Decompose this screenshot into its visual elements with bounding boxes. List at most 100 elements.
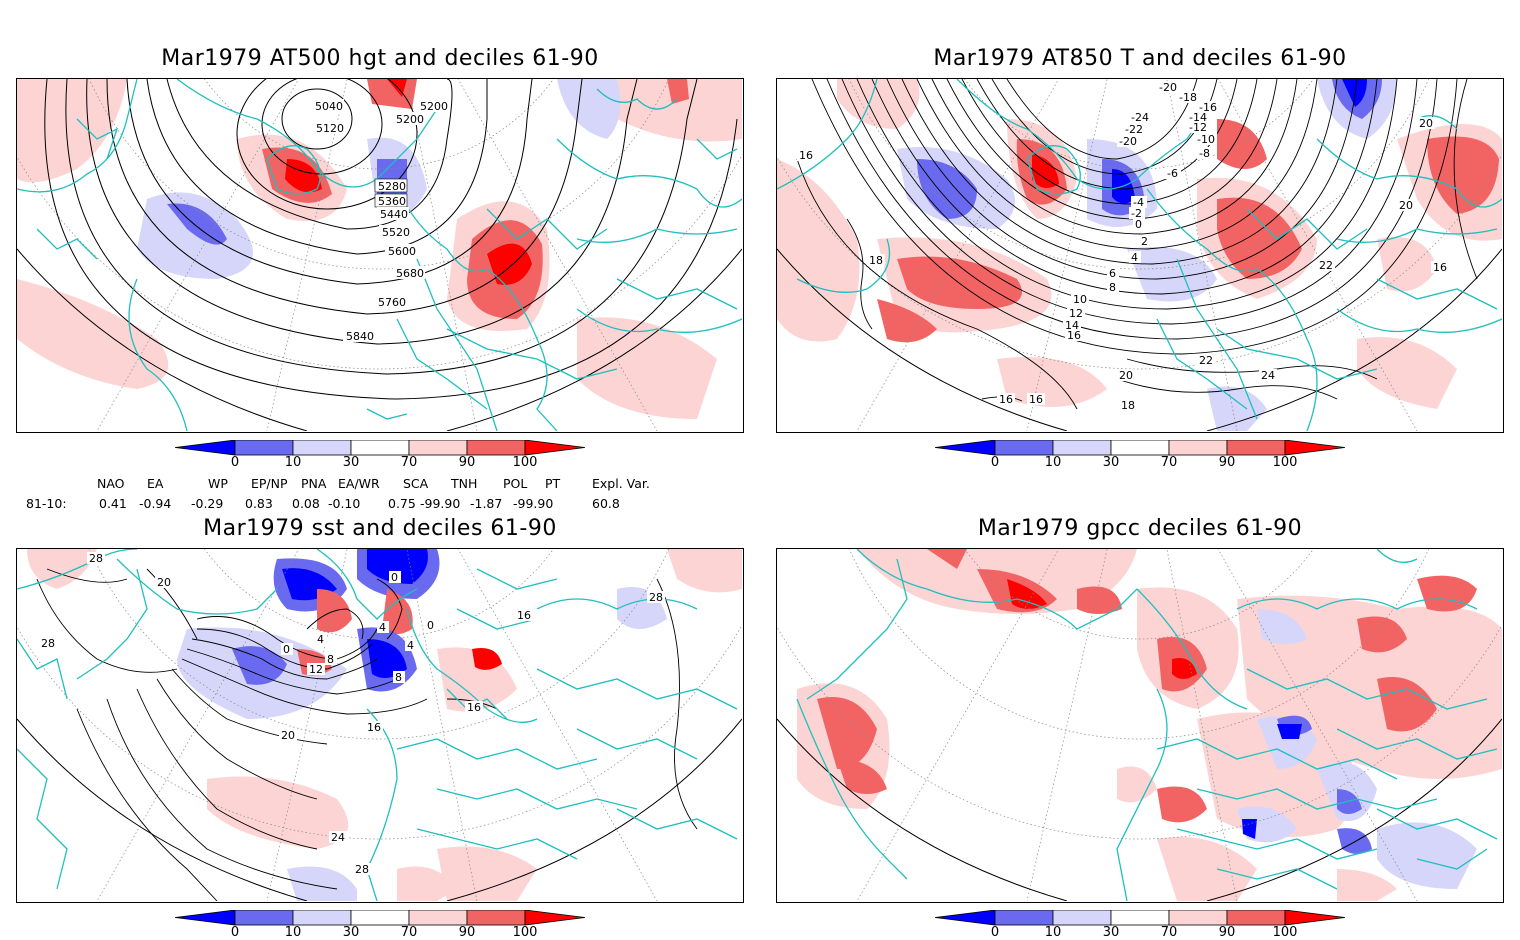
contour-label: 5040 — [315, 100, 343, 113]
contour-label: 28 — [649, 591, 663, 604]
colorbar-tick-label: 0 — [230, 455, 240, 470]
sst-contour-labels: 28 20 28 28 0 0 4 4 0 4 8 12 8 16 16 20 … — [39, 552, 665, 876]
projection-disk — [17, 79, 742, 431]
index-header: TNH — [451, 476, 478, 491]
contour-label: 20 — [1399, 199, 1413, 212]
index-header: EP/NP — [251, 476, 288, 491]
contour-label: 0 — [283, 643, 290, 656]
index-header: EA — [147, 476, 164, 491]
colorbar-segment — [234, 440, 294, 456]
contour-label: 28 — [89, 552, 103, 565]
colorbar-gpcc: 0 10 30 70 90 100 — [935, 910, 1345, 940]
colorbar-tick-label: 90 — [1218, 925, 1236, 940]
colorbar-segment — [408, 440, 468, 456]
contour-label: 4 — [317, 633, 324, 646]
contour-label: 14 — [1065, 319, 1079, 332]
colorbar-hgt500: 0 10 30 70 90 100 — [175, 440, 585, 476]
colorbar-tick-label: 100 — [1272, 925, 1298, 940]
sst-contours — [36, 568, 698, 901]
contour-label: 0 — [391, 571, 398, 584]
contour-label: 8 — [395, 671, 402, 684]
contour-label: -22 — [1125, 123, 1143, 136]
contour-label: 16 — [999, 393, 1013, 406]
contour-label: 20 — [1119, 369, 1133, 382]
contour-label: 16 — [799, 149, 813, 162]
latlon-grid — [777, 79, 1502, 431]
colorbar-segment — [1110, 440, 1170, 456]
contour-label: 18 — [1121, 399, 1135, 412]
index-value: 0.75 — [388, 496, 416, 511]
map-panel-t850[interactable]: -20 -18 -16 -24 -22 -20 -14 -12 -10 -8 -… — [776, 78, 1504, 433]
contour-label: 0 — [1135, 218, 1142, 231]
colorbar-sst: 0 10 30 70 90 100 — [175, 910, 585, 940]
colorbar-tick-label: 0 — [990, 925, 1000, 940]
colorbar-segment — [175, 440, 236, 456]
colorbar-segment — [292, 910, 352, 926]
contour-label: 5680 — [396, 267, 424, 280]
map-sst-svg: 28 20 28 28 0 0 4 4 0 4 8 12 8 16 16 20 … — [17, 549, 742, 901]
colorbar-segment — [935, 440, 996, 456]
latlon-grid — [17, 549, 742, 901]
index-header: EA/WR — [338, 476, 380, 491]
map-hgt500-svg: 5040 5120 5200 5200 5280 5360 5440 5520 … — [17, 79, 742, 431]
t850-contour-labels: -20 -18 -16 -24 -22 -20 -14 -12 -10 -8 -… — [797, 81, 1449, 412]
contour-label: 6 — [1109, 267, 1116, 280]
colorbar-tick-label: 30 — [1102, 455, 1120, 470]
contour-label: 24 — [331, 831, 345, 844]
coastlines — [17, 79, 742, 431]
colorbar-segment — [408, 910, 468, 926]
colorbar-segment — [1226, 910, 1286, 926]
colorbar-segment — [994, 440, 1054, 456]
contour-label: -18 — [1179, 91, 1197, 104]
contour-label: 8 — [327, 653, 334, 666]
contour-label: 12 — [1069, 307, 1083, 320]
contour-label: 12 — [309, 663, 323, 676]
index-header: NAO — [97, 476, 125, 491]
panel-title-hgt500: Mar1979 AT500 hgt and deciles 61-90 — [161, 46, 599, 71]
contour-label: 5440 — [380, 208, 408, 221]
hgt-contour-labels: 5040 5120 5200 5200 5280 5360 5440 5520 … — [312, 99, 449, 343]
contour-label: 20 — [281, 729, 295, 742]
colorbar-tick-label: 30 — [342, 455, 360, 470]
contour-label: -24 — [1131, 111, 1149, 124]
colorbar-segment — [1052, 440, 1112, 456]
contour-label: 22 — [1319, 259, 1333, 272]
contour-label: 5280 — [378, 180, 406, 193]
contour-label: 20 — [1419, 117, 1433, 130]
colorbar-segment — [524, 440, 585, 456]
colorbar-tick-label: 10 — [1044, 925, 1062, 940]
map-panel-hgt500[interactable]: 5040 5120 5200 5200 5280 5360 5440 5520 … — [16, 78, 744, 433]
colorbar-tick-label: 10 — [284, 925, 302, 940]
colorbar-segment — [350, 440, 410, 456]
colorbar-tick-label: 10 — [284, 455, 302, 470]
index-value: 60.8 — [592, 496, 620, 511]
colorbar-segment — [466, 910, 526, 926]
index-row-label: 81-10: — [26, 496, 67, 511]
anomaly-shading — [797, 549, 1502, 901]
contour-label: -8 — [1199, 147, 1210, 160]
index-header: SCA — [403, 476, 429, 491]
contour-label: -16 — [1199, 101, 1217, 114]
colorbar-segment — [994, 910, 1054, 926]
contour-label: 24 — [1261, 369, 1275, 382]
colorbar-svg — [175, 910, 585, 926]
contour-label: 18 — [869, 254, 883, 267]
map-panel-sst[interactable]: 28 20 28 28 0 0 4 4 0 4 8 12 8 16 16 20 … — [16, 548, 744, 903]
map-panel-gpcc[interactable] — [776, 548, 1504, 903]
colorbar-t850: 0 10 30 70 90 100 — [935, 440, 1345, 476]
contour-label: 5840 — [346, 330, 374, 343]
colorbar-segment — [350, 910, 410, 926]
colorbar-tick-label: 30 — [342, 925, 360, 940]
colorbar-tick-label: 100 — [512, 925, 538, 940]
panel-title-t850: Mar1979 AT850 T and deciles 61-90 — [933, 46, 1347, 71]
colorbar-tick-label: 70 — [1160, 925, 1178, 940]
index-header: Expl. Var. — [592, 476, 650, 491]
index-value: 0.41 — [99, 496, 127, 511]
contour-label: 5360 — [378, 195, 406, 208]
index-value: -99.90 — [513, 496, 554, 511]
t850-contours — [796, 79, 1478, 410]
colorbar-segment — [292, 440, 352, 456]
colorbar-svg — [935, 440, 1345, 456]
contour-label: 22 — [1199, 354, 1213, 367]
index-header: PT — [545, 476, 561, 491]
